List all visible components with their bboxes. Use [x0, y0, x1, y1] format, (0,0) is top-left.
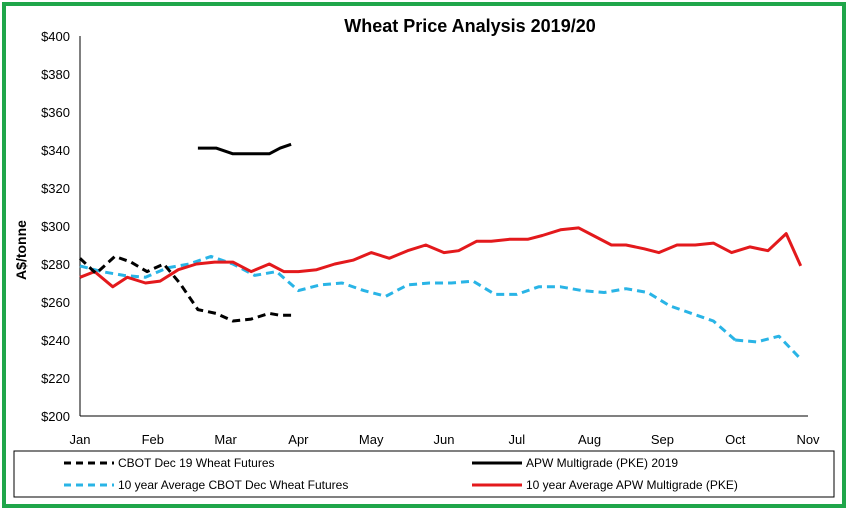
y-tick-label: $220	[41, 371, 70, 386]
legend-item-apw-2019: APW Multigrade (PKE) 2019	[472, 456, 678, 470]
x-tick-label: Aug	[578, 432, 601, 447]
x-tick-label: Jun	[434, 432, 455, 447]
series-line-apw-multigrade-pke-2019	[197, 142, 292, 156]
x-tick-labels: Jan Feb Mar Apr May Jun Jul Aug Sep Oct Nov	[70, 432, 821, 447]
legend-item-10yr-cbot: 10 year Average CBOT Dec Wheat Futures	[64, 478, 348, 492]
chart-title: Wheat Price Analysis 2019/20	[344, 16, 595, 36]
y-tick-label: $280	[41, 257, 70, 272]
series-line-10-year-average-apw-multigrade-pke	[79, 226, 803, 289]
series-line-10-year-average-cbot-dec-wheat-futures-tail	[735, 334, 802, 361]
y-tick-label: $200	[41, 409, 70, 424]
x-tick-label: Jul	[508, 432, 525, 447]
series-lines	[78, 142, 803, 361]
y-tick-label: $380	[41, 67, 70, 82]
y-tick-label: $260	[41, 295, 70, 310]
y-tick-label: $300	[41, 219, 70, 234]
series-line-10-year-average-cbot-dec-wheat-futures	[79, 254, 737, 342]
y-tick-label: $340	[41, 143, 70, 158]
x-tick-label: May	[359, 432, 384, 447]
x-tick-label: Oct	[725, 432, 746, 447]
legend-label: 10 year Average CBOT Dec Wheat Futures	[118, 478, 348, 492]
y-tick-label: $320	[41, 181, 70, 196]
y-tick-label: $240	[41, 333, 70, 348]
legend-item-cbot-dec19: CBOT Dec 19 Wheat Futures	[64, 456, 275, 470]
y-axis-label: A$/tonne	[13, 220, 29, 280]
x-tick-label: Feb	[142, 432, 164, 447]
y-tick-label: $360	[41, 105, 70, 120]
x-tick-label: Sep	[651, 432, 674, 447]
y-tick-labels: $200 $220 $240 $260 $280 $300 $320 $340 $360 $380…	[41, 29, 70, 424]
legend-box	[13, 450, 835, 498]
legend-item-10yr-apw: 10 year Average APW Multigrade (PKE)	[472, 478, 738, 492]
x-tick-label: Jan	[70, 432, 91, 447]
legend-label: CBOT Dec 19 Wheat Futures	[118, 456, 275, 470]
x-tick-label: Apr	[288, 432, 309, 447]
legend-label: APW Multigrade (PKE) 2019	[526, 456, 678, 470]
legend-label: 10 year Average APW Multigrade (PKE)	[526, 478, 738, 492]
x-tick-label: Mar	[214, 432, 237, 447]
x-tick-label: Nov	[796, 432, 820, 447]
y-tick-label: $400	[41, 29, 70, 44]
